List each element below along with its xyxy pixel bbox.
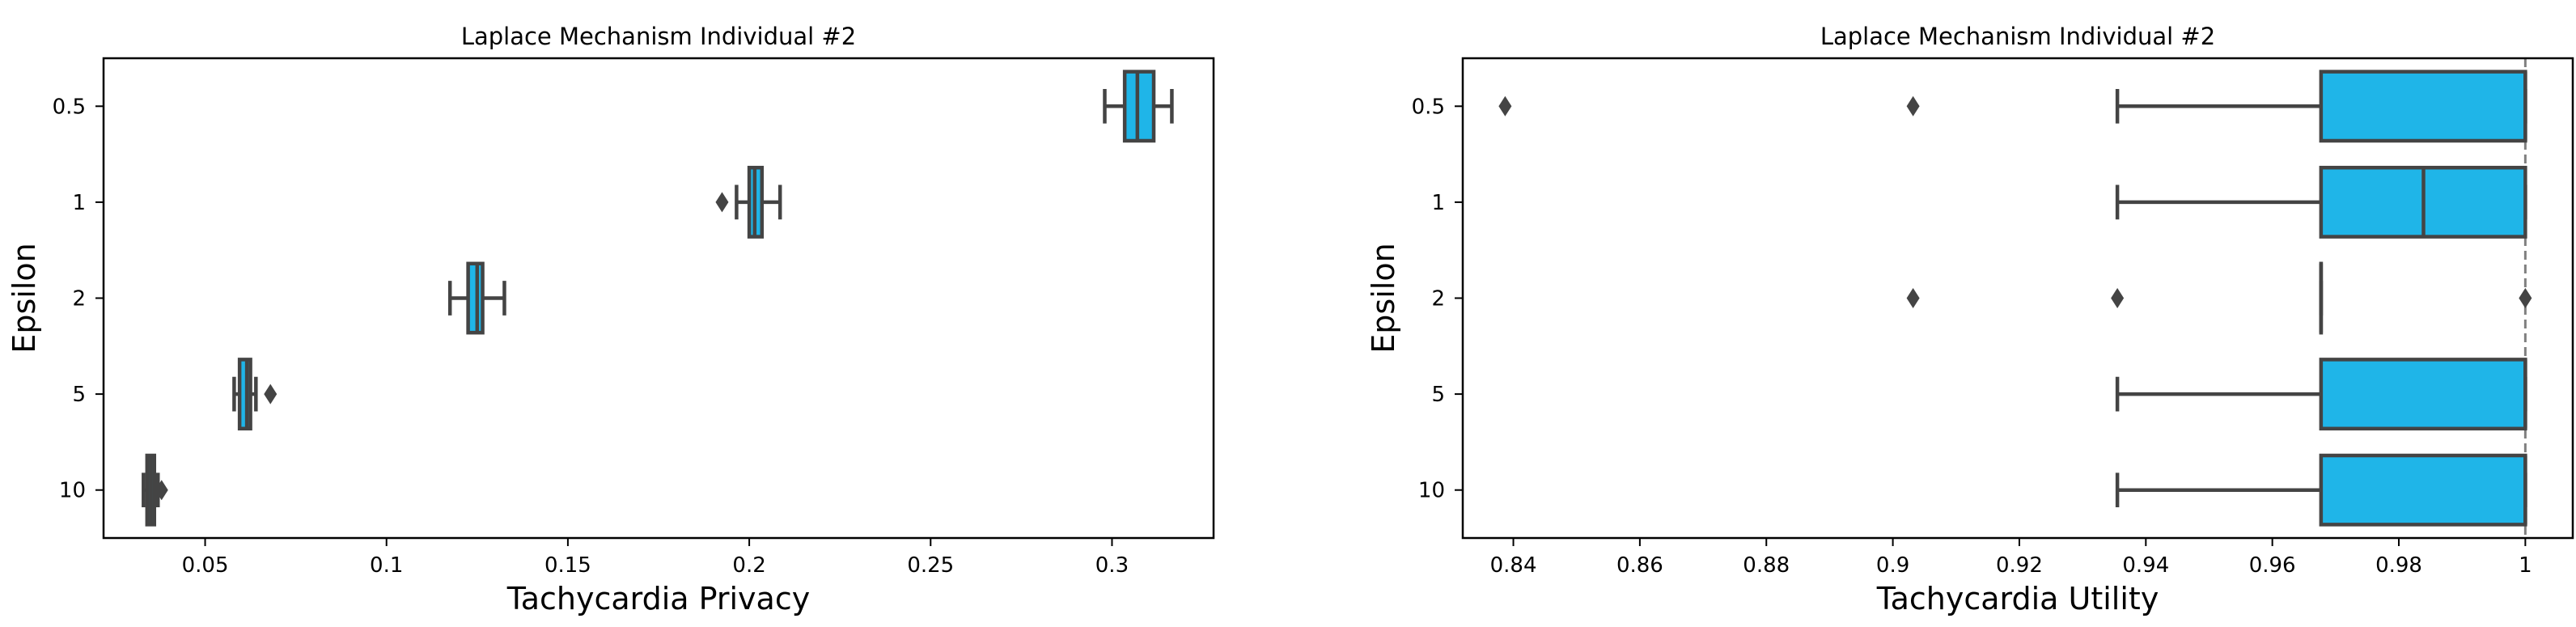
outlier-point [715, 192, 729, 213]
y-tick-label: 0.5 [1412, 95, 1445, 119]
outlier-point [1906, 95, 1920, 117]
privacy-panel: 0.05 0.1 0.15 0.2 0.25 0.3 0.5 1 2 5 10 Laplace Mec… [6, 23, 1215, 616]
y-tick-label: 5 [1431, 383, 1445, 407]
y-tick-label: 1 [1431, 191, 1445, 215]
y-tick-label: 10 [1418, 479, 1445, 503]
x-tick-label: 0.1 [370, 553, 403, 578]
chart-title: Laplace Mechanism Individual #2 [1820, 23, 2215, 50]
y-tick-label: 2 [1431, 287, 1445, 311]
axes-frame [102, 57, 1215, 540]
outlier-point [2111, 288, 2125, 308]
box-body [2319, 453, 2527, 527]
x-tick-label: 0.2 [732, 553, 765, 578]
box-5 [2115, 358, 2527, 431]
x-tick-label: 0.25 [907, 553, 954, 578]
box-10 [142, 453, 168, 527]
box-0_5 [1103, 70, 1174, 143]
y-tick-label: 0.5 [53, 95, 86, 119]
y-tick-label: 10 [59, 479, 86, 503]
x-tick-label: 0.94 [2122, 553, 2169, 578]
outlier-point [264, 383, 278, 405]
x-tick-label: 0.96 [2249, 553, 2296, 578]
x-tick-label: 0.88 [1743, 553, 1790, 578]
box-0_5 [1498, 70, 2527, 143]
box-body [2319, 70, 2527, 143]
x-tick-label: 0.98 [2375, 553, 2422, 578]
box-2 [1906, 261, 2532, 335]
outlier-point [2519, 288, 2532, 308]
outlier-point [1906, 288, 1920, 308]
x-tick-label: 0.15 [544, 553, 591, 578]
y-tick-label: 5 [72, 383, 86, 407]
y-axis-label: Epsilon [1366, 243, 1401, 353]
x-tick-label: 0.92 [1996, 553, 2043, 578]
y-axis-label: Epsilon [6, 243, 42, 353]
x-tick-label: 1 [2519, 553, 2532, 578]
box-1 [2115, 165, 2527, 239]
outlier-point [1498, 95, 1512, 117]
box-body [2319, 358, 2527, 431]
x-axis-label: Tachycardia Privacy [506, 581, 810, 616]
box-1 [715, 165, 782, 239]
x-axis-label: Tachycardia Utility [1876, 581, 2159, 616]
x-tick-label: 0.86 [1616, 553, 1663, 578]
x-tick-label: 0.9 [1876, 553, 1909, 578]
box-5 [232, 358, 278, 431]
chart-title: Laplace Mechanism Individual #2 [461, 23, 856, 50]
x-tick-label: 0.05 [182, 553, 229, 578]
x-tick-label: 0.3 [1095, 553, 1129, 578]
box-2 [447, 261, 506, 335]
outlier-point [155, 480, 168, 501]
y-tick-label: 1 [72, 191, 86, 215]
y-tick-label: 2 [72, 287, 86, 311]
utility-panel: 0.84 0.86 0.88 0.9 0.92 0.94 0.96 0.98 1 0.5 1 2 5 10… [1366, 23, 2574, 616]
x-tick-label: 0.84 [1490, 553, 1537, 578]
box-10 [2115, 453, 2527, 527]
